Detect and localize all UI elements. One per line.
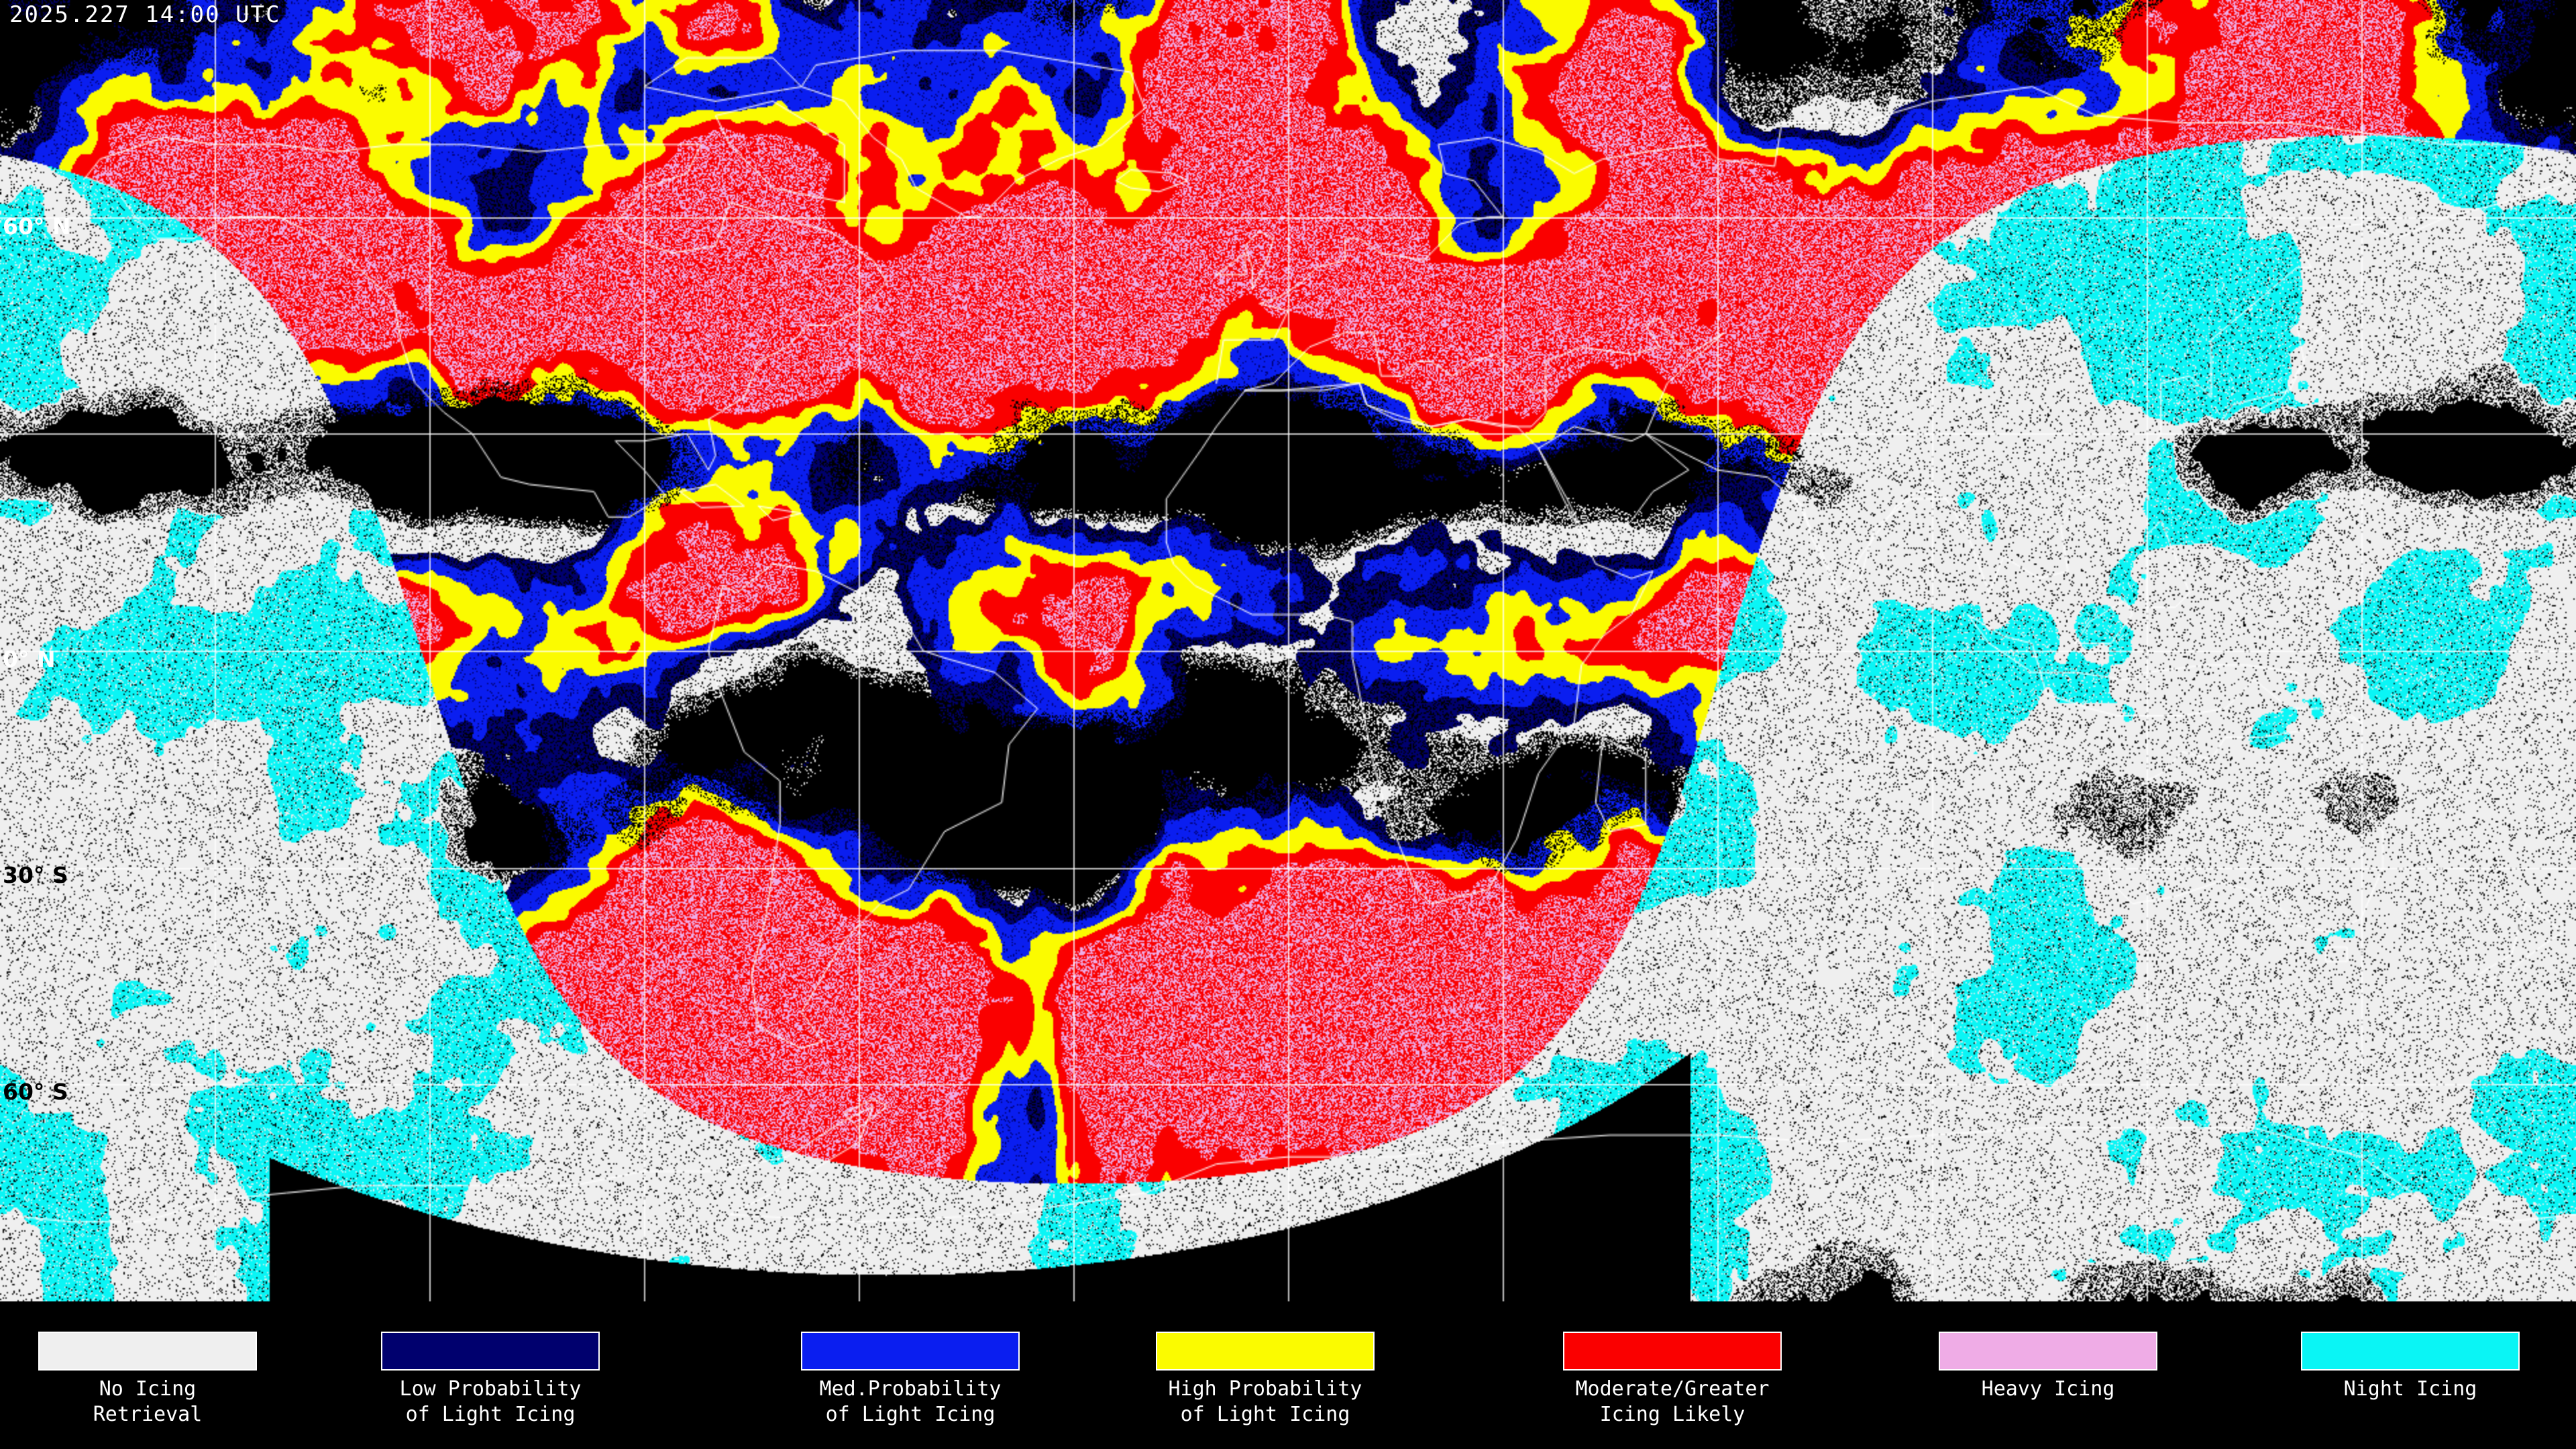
world-map-panel[interactable]: 2025.227 14:00 UTC 60° N 0° N 30° S 60° S — [0, 0, 2576, 1301]
legend-swatch-moderate-greater-icing-likely — [1563, 1332, 1782, 1371]
legend-swatch-med-probability-light-icing — [801, 1332, 1020, 1371]
legend-entry-no-icing-retrieval[interactable]: No Icing Retrieval — [38, 1301, 257, 1449]
lat-label-60: 60° N — [3, 213, 71, 239]
legend-label-line: Icing Likely — [1599, 1403, 1746, 1426]
legend-label-line: Night Icing — [2343, 1377, 2477, 1401]
legend-entry-night-icing[interactable]: Night Icing — [2301, 1301, 2520, 1449]
legend-entry-med-probability-light-icing[interactable]: Med.Probability of Light Icing — [801, 1301, 1020, 1449]
coastline-graticule-canvas — [0, 0, 2576, 1301]
legend-label-line: of Light Icing — [825, 1403, 996, 1426]
legend-label-line: No Icing — [99, 1377, 197, 1401]
lat-label-minus60: 60° S — [3, 1079, 68, 1105]
legend-label-high-probability-light-icing: High Probability of Light Icing — [1129, 1377, 1401, 1428]
legend-label-line: of Light Icing — [1180, 1403, 1350, 1426]
legend-label-heavy-icing: Heavy Icing — [1912, 1377, 2184, 1402]
legend-label-line: Retrieval — [93, 1403, 203, 1426]
legend-label-no-icing-retrieval: No Icing Retrieval — [11, 1377, 284, 1428]
legend-label-line: Heavy Icing — [1981, 1377, 2115, 1401]
legend-label-night-icing: Night Icing — [2274, 1377, 2546, 1402]
legend-label-moderate-greater-icing-likely: Moderate/Greater Icing Likely — [1536, 1377, 1809, 1428]
legend-entry-heavy-icing[interactable]: Heavy Icing — [1939, 1301, 2157, 1449]
legend-swatch-heavy-icing — [1939, 1332, 2157, 1371]
legend-label-line: Low Probability — [399, 1377, 582, 1401]
lat-label-minus30: 30° S — [3, 862, 68, 888]
legend-swatch-no-icing-retrieval — [38, 1332, 257, 1371]
lat-label-0: 0° N — [3, 646, 56, 672]
legend-label-line: Moderate/Greater — [1575, 1377, 1770, 1401]
legend-label-line: High Probability — [1168, 1377, 1362, 1401]
legend-label-low-probability-light-icing: Low Probability of Light Icing — [354, 1377, 627, 1428]
legend-label-med-probability-light-icing: Med.Probability of Light Icing — [774, 1377, 1046, 1428]
legend-swatch-high-probability-light-icing — [1156, 1332, 1375, 1371]
legend-swatch-low-probability-light-icing — [381, 1332, 600, 1371]
legend-bar: No Icing Retrieval Low Probability of Light… — [0, 1301, 2576, 1449]
legend-label-line: of Light Icing — [405, 1403, 576, 1426]
legend-entry-moderate-greater-icing-likely[interactable]: Moderate/Greater Icing Likely — [1563, 1301, 1782, 1449]
timestamp-label: 2025.227 14:00 UTC — [9, 1, 281, 28]
legend-label-line: Med.Probability — [819, 1377, 1002, 1401]
legend-entry-high-probability-light-icing[interactable]: High Probability of Light Icing — [1156, 1301, 1375, 1449]
legend-swatch-night-icing — [2301, 1332, 2520, 1371]
legend-entry-low-probability-light-icing[interactable]: Low Probability of Light Icing — [381, 1301, 600, 1449]
